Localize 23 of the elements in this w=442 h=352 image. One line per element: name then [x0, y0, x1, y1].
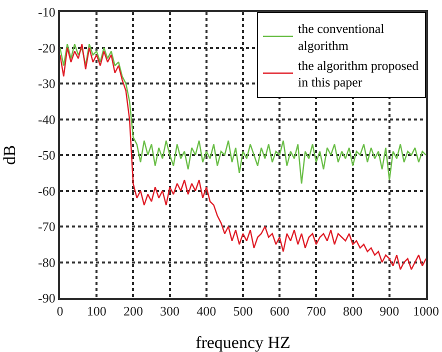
y-tick-label: -60 — [38, 183, 56, 198]
y-tick-label: -70 — [38, 219, 56, 234]
y-axis-title: dB — [0, 145, 19, 165]
x-tick-label: 700 — [306, 304, 326, 319]
y-tick-label: -90 — [38, 290, 56, 306]
y-tick-label: -50 — [38, 148, 56, 163]
y-tick-label: -80 — [38, 254, 56, 270]
x-tick-label: 500 — [233, 304, 253, 319]
x-tick-label: 1000 — [413, 304, 439, 319]
legend-label: the algorithm proposed in this paper — [298, 58, 420, 90]
y-tick-label: -20 — [38, 40, 56, 56]
x-tick-label: 900 — [380, 304, 400, 319]
x-tick-label: 100 — [86, 304, 106, 319]
y-tick-label: -30 — [38, 76, 56, 92]
x-axis-title: frequency HZ — [196, 333, 290, 352]
x-tick-label: 0 — [56, 304, 64, 319]
x-tick-label: 600 — [270, 304, 290, 319]
y-tick-label: -10 — [38, 4, 56, 20]
y-tick-label: -40 — [38, 112, 56, 127]
x-tick-label: 800 — [343, 304, 363, 319]
x-tick-label: 200 — [123, 304, 143, 319]
x-tick-label: 300 — [160, 304, 180, 319]
x-tick-label: 400 — [196, 304, 216, 319]
